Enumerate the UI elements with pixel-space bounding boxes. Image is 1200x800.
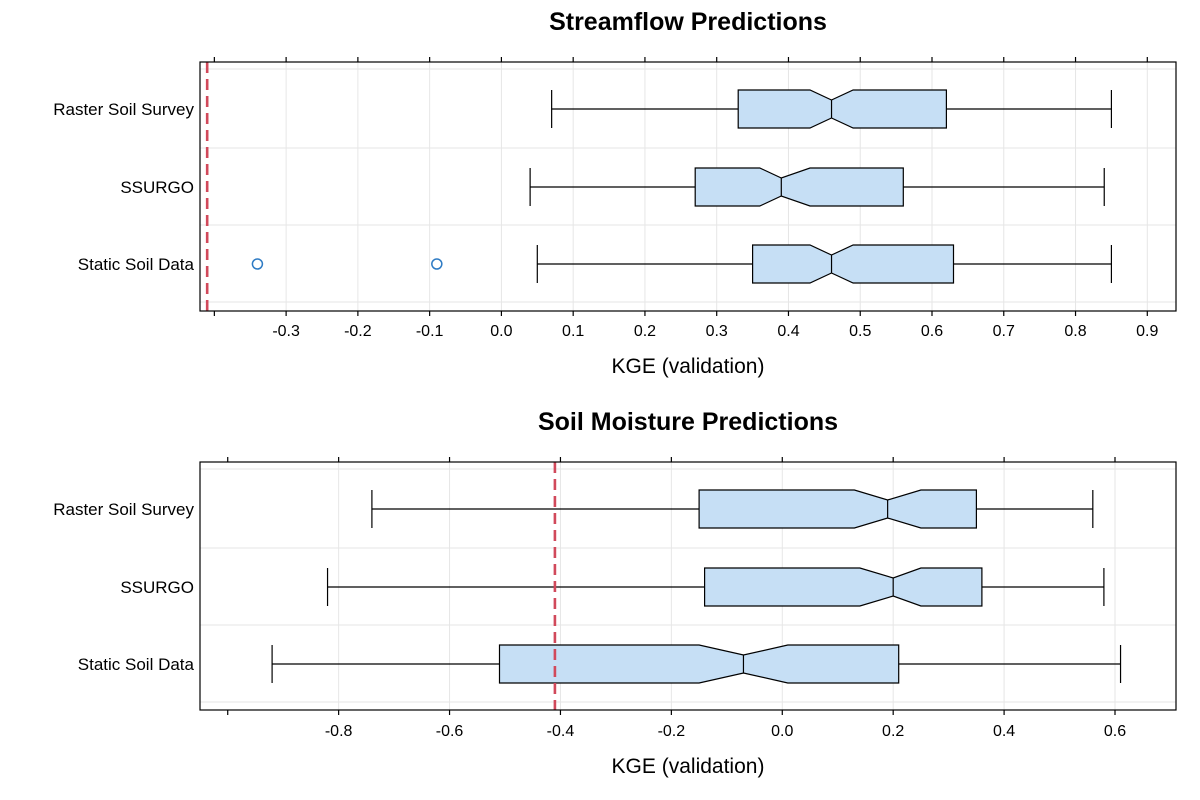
category-label: SSURGO bbox=[120, 178, 194, 197]
box-3 bbox=[271, 644, 1122, 684]
chart-panel-1: Streamflow Predictions -0.3 -0.2 -0.1 0.0 0.1… bbox=[53, 8, 1177, 378]
box-2 bbox=[529, 167, 1105, 207]
notched-box bbox=[698, 489, 978, 529]
tick-label: -0.6 bbox=[436, 723, 464, 740]
tick-label: 0.4 bbox=[777, 323, 799, 340]
notched-box bbox=[737, 89, 948, 129]
tick-label: 0.0 bbox=[490, 323, 512, 340]
box-3 bbox=[251, 244, 1113, 284]
category-label: Raster Soil Survey bbox=[53, 500, 194, 519]
category-label: Static Soil Data bbox=[78, 255, 195, 274]
tick-label: 0.9 bbox=[1136, 323, 1158, 340]
tick-label: 0.2 bbox=[634, 323, 656, 340]
tick-label: 0.0 bbox=[771, 723, 793, 740]
tick-label: 0.5 bbox=[849, 323, 871, 340]
category-label: Static Soil Data bbox=[78, 655, 195, 674]
plot-frame bbox=[199, 461, 1177, 711]
chart-title: Streamflow Predictions bbox=[549, 8, 827, 36]
notched-box bbox=[751, 244, 955, 284]
plot-frame bbox=[199, 61, 1177, 312]
chart-panel-2: Soil Moisture Predictions -0.8 -0.6 -0.4 -0.… bbox=[53, 408, 1177, 778]
notched-box bbox=[498, 644, 900, 684]
outlier-point bbox=[431, 258, 443, 270]
outlier-point bbox=[251, 258, 264, 270]
box-1 bbox=[371, 489, 1094, 529]
tick-label: 0.4 bbox=[993, 723, 1015, 740]
category-label: SSURGO bbox=[120, 578, 194, 597]
chart-title: Soil Moisture Predictions bbox=[538, 408, 838, 436]
tick-label: -0.4 bbox=[547, 723, 575, 740]
tick-label: 0.8 bbox=[1064, 323, 1086, 340]
box-1 bbox=[551, 89, 1113, 129]
tick-label: 0.2 bbox=[882, 723, 904, 740]
tick-label: -0.2 bbox=[344, 323, 372, 340]
tick-label: 0.7 bbox=[993, 323, 1015, 340]
box-2 bbox=[326, 567, 1105, 607]
tick-label: 0.1 bbox=[562, 323, 584, 340]
tick-label: -0.1 bbox=[416, 323, 444, 340]
tick-label: 0.3 bbox=[706, 323, 728, 340]
x-axis-label: KGE (validation) bbox=[612, 755, 765, 778]
tick-label: 0.6 bbox=[1104, 723, 1126, 740]
tick-label: 0.6 bbox=[921, 323, 943, 340]
notched-box bbox=[694, 167, 904, 207]
tick-label: -0.2 bbox=[658, 723, 686, 740]
notched-box bbox=[703, 567, 983, 607]
x-axis-label: KGE (validation) bbox=[612, 355, 765, 378]
category-label: Raster Soil Survey bbox=[53, 100, 194, 119]
tick-label: -0.8 bbox=[325, 723, 353, 740]
tick-label: -0.3 bbox=[272, 323, 300, 340]
